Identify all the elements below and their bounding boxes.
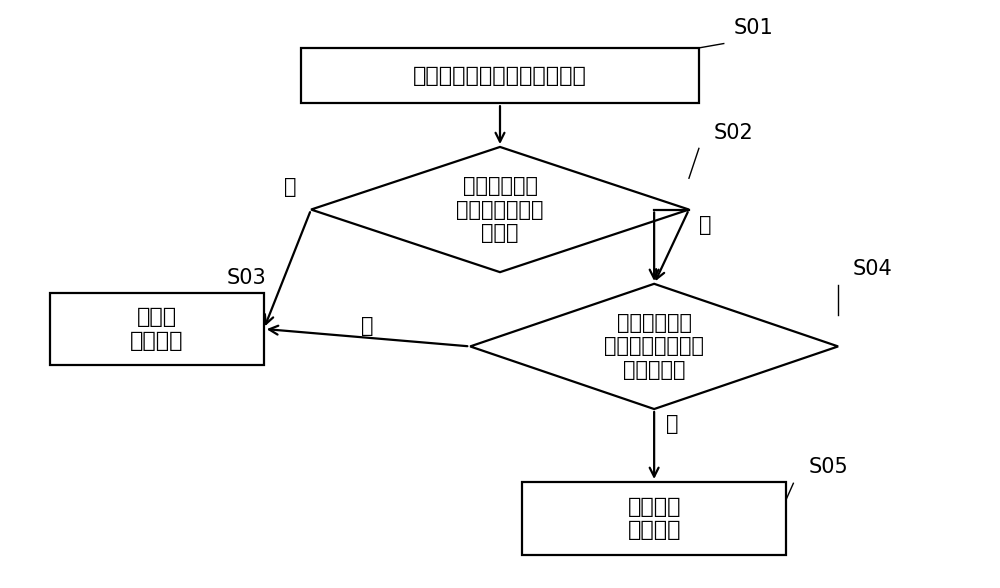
FancyBboxPatch shape [522,482,786,554]
FancyBboxPatch shape [301,48,699,103]
Polygon shape [311,147,689,272]
Text: 保持制冷
模式运行: 保持制冷 模式运行 [627,497,681,540]
Text: 在制冷模式下，检测室内温度: 在制冷模式下，检测室内温度 [413,66,587,86]
Text: 判断室内温度
是否位于预设范
围以内: 判断室内温度 是否位于预设范 围以内 [456,176,544,243]
Text: 否: 否 [699,215,711,235]
Text: 判断接收送风
指令的次数是否满
足预设条件: 判断接收送风 指令的次数是否满 足预设条件 [604,313,704,380]
Text: 否: 否 [666,414,679,434]
Polygon shape [470,284,838,409]
Text: S04: S04 [853,259,893,279]
Text: S02: S02 [714,122,754,142]
Text: 是: 是 [361,316,373,336]
Text: 切换至
送风模式: 切换至 送风模式 [130,308,184,350]
FancyBboxPatch shape [50,293,264,365]
Text: S05: S05 [808,457,848,477]
Text: S03: S03 [227,268,266,288]
Text: 是: 是 [284,177,296,197]
Text: S01: S01 [734,18,773,38]
